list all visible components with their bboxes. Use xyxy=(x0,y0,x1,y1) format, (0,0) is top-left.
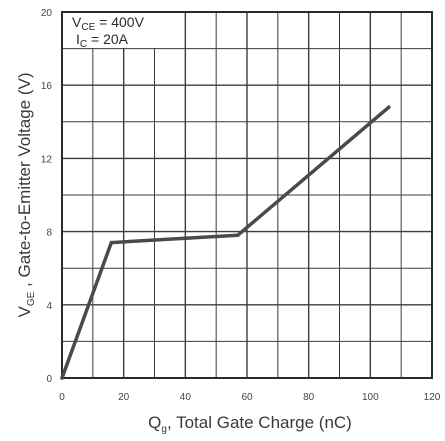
grid-lines xyxy=(62,12,432,378)
y-axis-label: VGE , Gate-to-Emitter Voltage (V) xyxy=(15,73,37,318)
x-axis-label: Qg, Total Gate Charge (nC) xyxy=(148,413,352,435)
data-point xyxy=(60,376,64,380)
data-point xyxy=(387,105,391,109)
x-tick-label: 100 xyxy=(362,392,379,403)
series-layer xyxy=(60,105,391,380)
y-tick-label: 4 xyxy=(46,301,52,312)
annotation-ic: IC = 20A xyxy=(76,31,129,50)
annotation-box xyxy=(63,13,182,48)
x-tick-labels: 0 20 40 60 80 100 120 xyxy=(59,392,441,403)
y-tick-label: 8 xyxy=(46,228,52,239)
y-tick-labels: 0 4 8 12 16 20 xyxy=(41,8,53,385)
x-tick-label: 60 xyxy=(241,392,253,403)
data-point xyxy=(109,240,114,245)
x-tick-label: 0 xyxy=(59,392,65,403)
plot-frame xyxy=(61,11,433,379)
y-tick-label: 16 xyxy=(41,81,53,92)
y-tick-label: 12 xyxy=(41,154,53,165)
x-tick-label: 120 xyxy=(424,392,441,403)
x-tick-label: 40 xyxy=(180,392,192,403)
series-line xyxy=(60,105,391,380)
data-point xyxy=(236,233,240,237)
x-tick-label: 80 xyxy=(303,392,315,403)
x-tick-label: 20 xyxy=(118,392,130,403)
annotation-vce: VCE = 400V xyxy=(72,14,145,33)
y-tick-label: 20 xyxy=(41,8,53,19)
y-tick-label: 0 xyxy=(46,374,52,385)
